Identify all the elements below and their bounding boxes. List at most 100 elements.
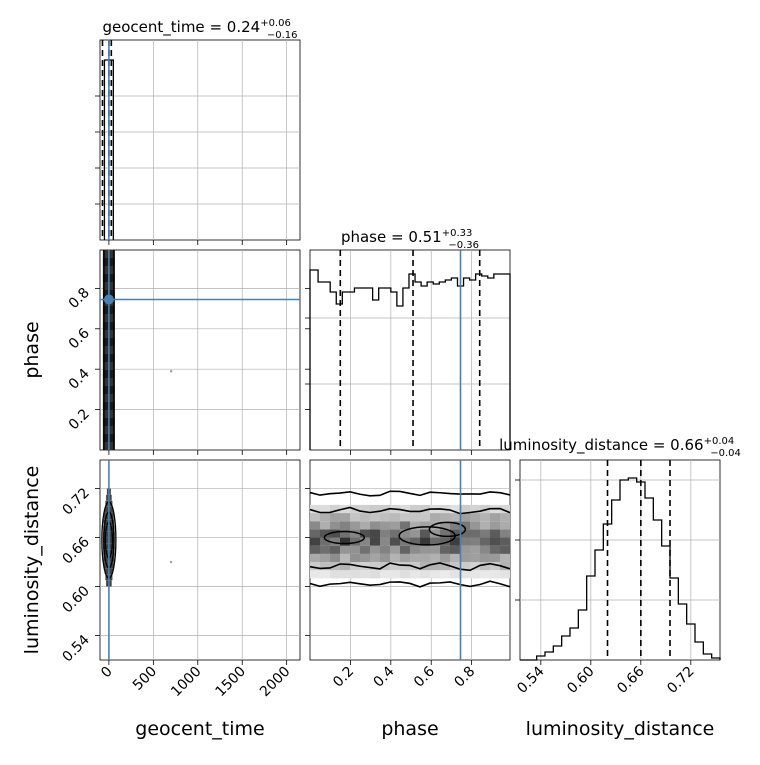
density-cell-phase-lumdist — [440, 553, 450, 563]
density-cell-phase-lumdist — [340, 570, 350, 579]
density-cell-phase-lumdist — [310, 504, 320, 514]
density-cell-phase-lumdist — [330, 553, 340, 563]
x-tick-label-phase: 0.8 — [451, 664, 478, 691]
density-cell-phase-lumdist — [440, 529, 450, 538]
density-cell-phase-lumdist — [320, 562, 330, 571]
density-cell-phase-lumdist — [330, 504, 340, 514]
density-cell-phase-lumdist — [480, 504, 490, 514]
density-cell-phase-lumdist — [310, 545, 320, 554]
y-tick-label-phase: 0.8 — [66, 285, 93, 312]
density-cell-phase-lumdist — [460, 529, 470, 538]
density-cell-phase-lumdist — [380, 570, 390, 579]
hist-phase — [309, 269, 511, 450]
density-cell-phase-lumdist — [320, 545, 330, 554]
density-cell-phase-lumdist — [370, 521, 380, 530]
x-axis-label-phase: phase — [381, 718, 438, 740]
density-cell-phase-lumdist — [360, 521, 370, 530]
density-cell-phase-lumdist — [490, 545, 500, 554]
density-cell-phase-lumdist — [490, 513, 500, 522]
density-cell-phase-lumdist — [330, 521, 340, 530]
density-cell-phase-lumdist — [350, 545, 360, 554]
contour-phase-lumdist — [309, 580, 511, 588]
density-cell-phase-lumdist — [320, 504, 330, 514]
x-tick-label-luminosity_distance: 0.60 — [564, 664, 597, 697]
density-cell-phase-lumdist — [410, 545, 420, 554]
density-cell-phase-lumdist — [340, 562, 350, 571]
density-cell-phase-lumdist — [500, 513, 510, 522]
density-cell-phase-lumdist — [470, 562, 480, 571]
y-axis-label-luminosity_distance: luminosity_distance — [21, 466, 43, 655]
density-cell-phase-lumdist — [410, 504, 420, 514]
panel-frame-geocent_time-lumdist — [99, 459, 301, 661]
density-cell-phase-lumdist — [310, 529, 320, 538]
density-cell-phase-lumdist — [370, 504, 380, 514]
density-cell-phase-lumdist — [460, 553, 470, 563]
density-cell-phase-lumdist — [340, 545, 350, 554]
density-cell-phase-lumdist — [490, 521, 500, 530]
density-cell-phase-lumdist — [490, 570, 500, 579]
density-cell-phase-lumdist — [430, 521, 440, 530]
density-cell-phase-lumdist — [430, 562, 440, 571]
contour-phase-lumdist — [309, 562, 511, 572]
x-tick-label-phase: 0.6 — [411, 663, 438, 690]
density-cell-phase-lumdist — [360, 529, 370, 538]
y-tick-label-phase: 0.4 — [66, 366, 93, 393]
density-cell-phase-lumdist — [430, 553, 440, 563]
title-phase: phase = 0.51+0.33 −0.36 — [341, 228, 479, 251]
density-cell-phase-lumdist — [390, 562, 400, 571]
density-cell-phase-lumdist — [430, 537, 440, 546]
density-cell-phase-lumdist — [470, 529, 480, 538]
density-cell-phase-lumdist — [310, 562, 320, 571]
density-cell-phase-lumdist — [410, 562, 420, 571]
density-cell-phase-lumdist — [420, 529, 430, 538]
density-cell-phase-lumdist — [310, 513, 320, 522]
density-cell-phase-lumdist — [420, 553, 430, 563]
density-cell-phase-lumdist — [360, 504, 370, 514]
density-cell-phase-lumdist — [400, 521, 410, 530]
density-cell-phase-lumdist — [480, 553, 490, 563]
density-cell-phase-lumdist — [470, 545, 480, 554]
density-cell-phase-lumdist — [450, 553, 460, 563]
x-tick-label-luminosity_distance: 0.66 — [614, 663, 647, 696]
density-cell-phase-lumdist — [320, 521, 330, 530]
density-cell-phase-lumdist — [310, 521, 320, 530]
x-tick-label-geocent_time: 0 — [98, 664, 116, 682]
density-cell-phase-lumdist — [350, 513, 360, 522]
density-cell-phase-lumdist — [360, 570, 370, 579]
density-cell-phase-lumdist — [440, 513, 450, 522]
y-axis-label-phase: phase — [21, 321, 43, 378]
truth-marker-geocent_time-phase — [103, 294, 114, 305]
density-cell-phase-lumdist — [380, 545, 390, 554]
density-cell-phase-lumdist — [390, 553, 400, 563]
density-cell-phase-lumdist — [460, 513, 470, 522]
title-luminosity_distance: luminosity_distance = 0.66+0.04 −0.04 — [499, 436, 741, 459]
density-cell-phase-lumdist — [420, 570, 430, 579]
density-cell-phase-lumdist — [400, 545, 410, 554]
outlier-point-geocent_time-lumdist — [169, 560, 173, 564]
density-cell-phase-lumdist — [320, 513, 330, 522]
y-tick-label-luminosity_distance: 0.66 — [59, 534, 92, 567]
density-cell-phase-lumdist — [430, 529, 440, 538]
contour-phase-lumdist — [309, 506, 511, 515]
density-cell-phase-lumdist — [500, 529, 510, 538]
x-axis-label-luminosity_distance: luminosity_distance — [526, 718, 715, 740]
density-cell-phase-lumdist — [400, 562, 410, 571]
density-cell-phase-lumdist — [390, 537, 400, 546]
density-cell-phase-lumdist — [310, 537, 320, 546]
density-cell-phase-lumdist — [340, 513, 350, 522]
density-cell-phase-lumdist — [460, 504, 470, 514]
density-cell-phase-lumdist — [390, 521, 400, 530]
density-cell-phase-lumdist — [500, 521, 510, 530]
density-cell-phase-lumdist — [470, 537, 480, 546]
density-cell-phase-lumdist — [460, 570, 470, 579]
density-cell-phase-lumdist — [410, 521, 420, 530]
density-cell-phase-lumdist — [450, 537, 460, 546]
density-cell-phase-lumdist — [340, 521, 350, 530]
density-cell-phase-lumdist — [370, 562, 380, 571]
x-tick-label-luminosity_distance: 0.72 — [664, 664, 697, 697]
density-cell-phase-lumdist — [410, 529, 420, 538]
density-cell-phase-lumdist — [450, 521, 460, 530]
density-cell-phase-lumdist — [440, 537, 450, 546]
density-cell-phase-lumdist — [410, 553, 420, 563]
